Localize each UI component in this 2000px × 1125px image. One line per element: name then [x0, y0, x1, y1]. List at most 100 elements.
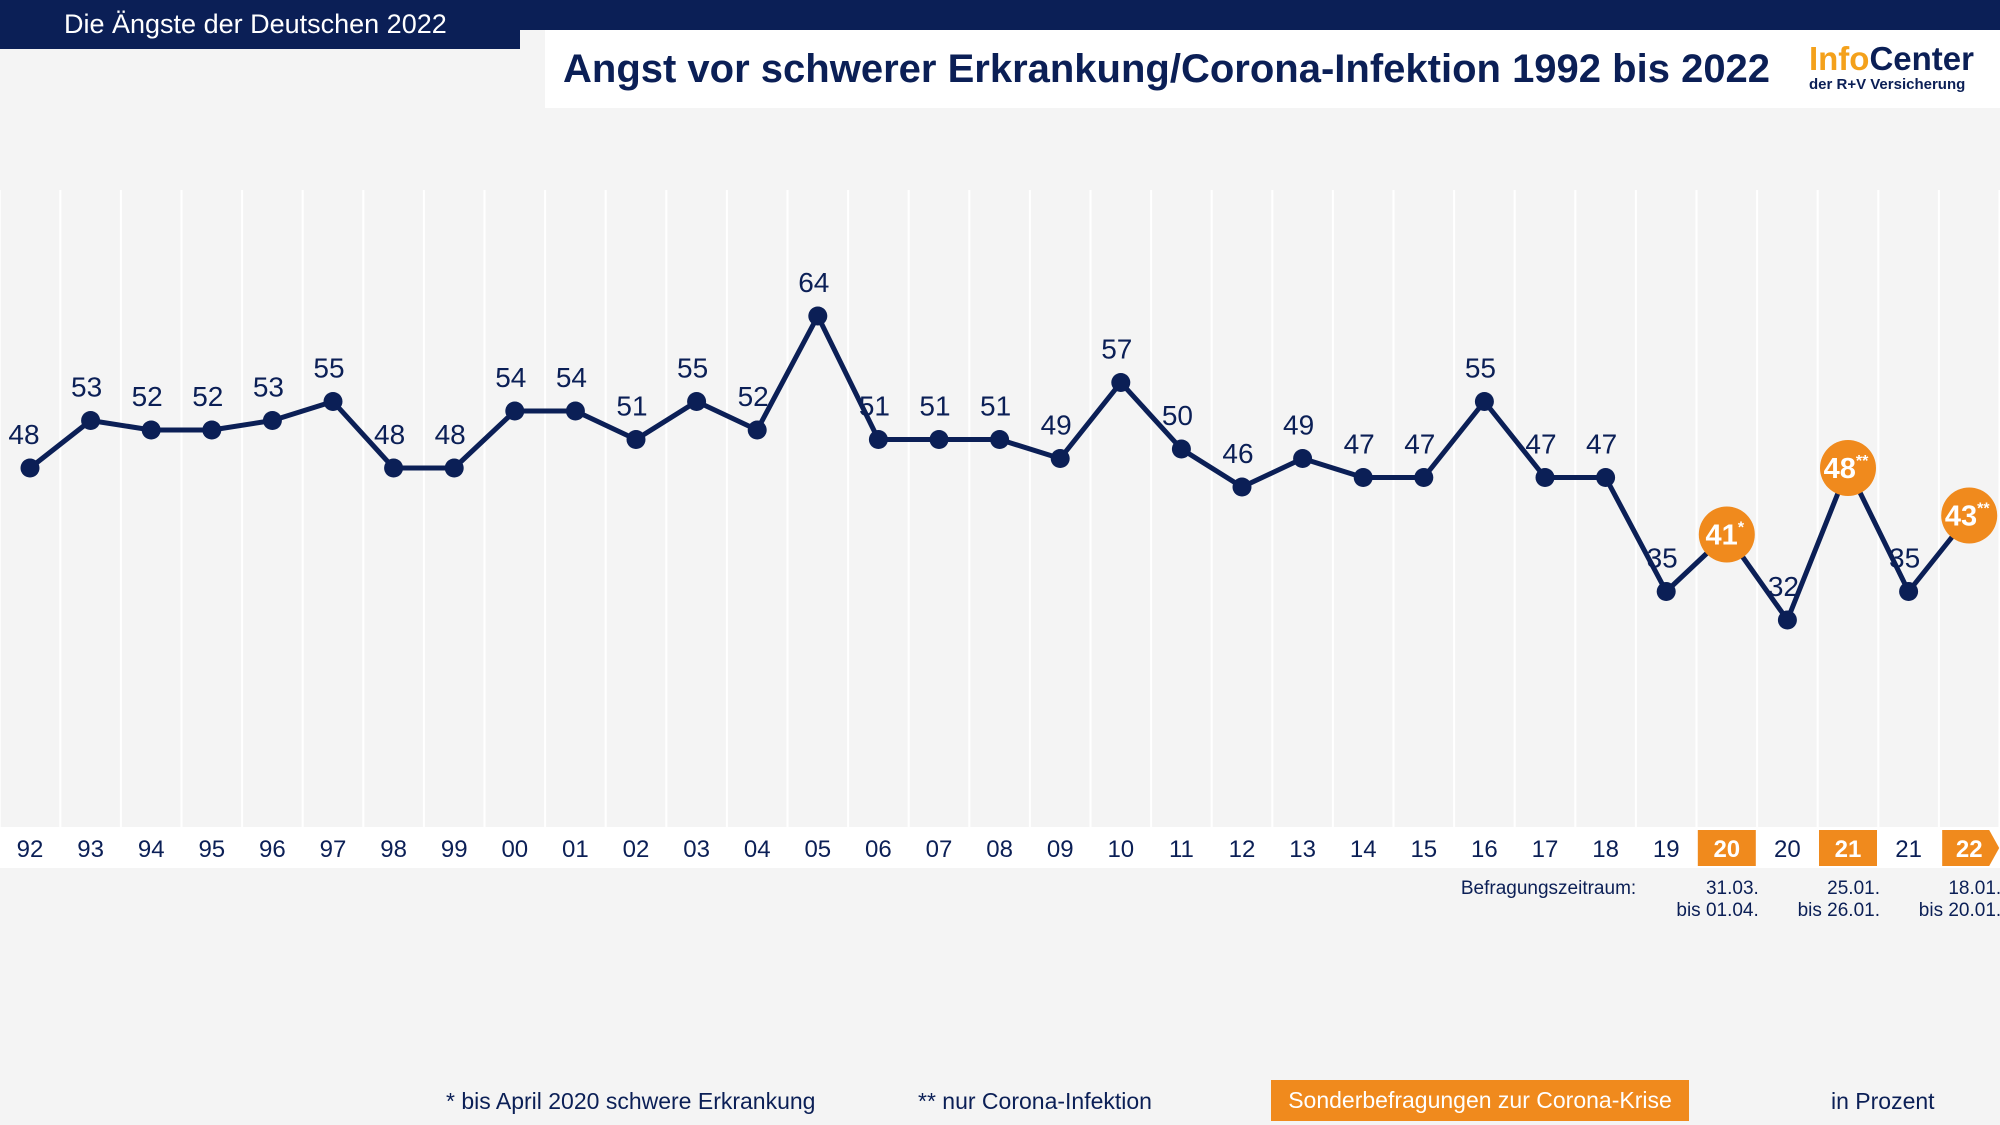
x-tick-label: 21	[1895, 836, 1922, 863]
series-title: Die Ängste der Deutschen 2022	[0, 0, 520, 49]
data-label: 35	[1889, 543, 1920, 574]
data-label: 54	[495, 362, 526, 393]
data-label: 47	[1586, 429, 1617, 460]
x-tick-label: 22	[1956, 836, 1983, 863]
data-label: 55	[1465, 353, 1496, 384]
x-tick-label: 99	[441, 836, 468, 863]
data-point	[1777, 610, 1797, 630]
special-data-point	[1698, 506, 1755, 563]
x-label-highlight	[1819, 830, 1877, 866]
x-tick-label: 20	[1713, 836, 1740, 863]
data-label: 49	[1041, 410, 1072, 441]
data-label: 52	[132, 381, 163, 412]
chart-title: Angst vor schwerer Erkrankung/Corona-Inf…	[563, 47, 1771, 91]
data-label: 53	[71, 372, 102, 403]
data-label: 50	[1162, 400, 1193, 431]
data-label: 55	[313, 353, 344, 384]
x-tick-label: 06	[865, 836, 892, 863]
logo-center: Center	[1869, 40, 1974, 77]
x-tick-label: 03	[683, 836, 710, 863]
x-tick-label: 18	[1592, 836, 1619, 863]
x-tick-label: 21	[1835, 836, 1862, 863]
x-label-highlight	[1697, 830, 1756, 866]
x-tick-label: 14	[1350, 836, 1377, 863]
data-label: 52	[192, 381, 223, 412]
logo-wordmark: InfoCenter	[1809, 42, 1974, 76]
x-tick-label: 11	[1169, 836, 1194, 863]
data-point	[20, 458, 40, 478]
data-label: 51	[980, 391, 1011, 422]
data-point	[1656, 582, 1676, 601]
data-point	[1050, 449, 1070, 468]
data-label: 51	[616, 391, 647, 422]
logo-subtitle: der R+V Versicherung	[1808, 76, 1966, 93]
data-label: 47	[1404, 429, 1435, 460]
data-point	[1474, 392, 1494, 411]
data-label: 47	[1344, 429, 1375, 460]
data-point	[505, 401, 525, 421]
x-tick-label: 01	[562, 836, 589, 863]
x-tick-label: 02	[623, 836, 650, 863]
x-tick-label: 19	[1653, 836, 1680, 863]
data-label-marker: *	[1738, 520, 1745, 537]
data-point	[929, 430, 949, 449]
x-tick-label: 16	[1471, 836, 1498, 863]
x-axis-strip	[0, 827, 2000, 868]
footnote-corona-infection: ** nur Corona-Infektion	[918, 1088, 1152, 1114]
data-label: 53	[253, 372, 284, 403]
data-label-marker: **	[1856, 453, 1869, 470]
x-tick-label: 05	[804, 836, 831, 863]
survey-period-start: 25.01.	[1827, 878, 1880, 899]
data-label: 48	[8, 419, 39, 450]
data-point	[1293, 449, 1313, 468]
x-tick-label: 00	[501, 836, 528, 863]
data-point	[141, 420, 161, 440]
data-label: 64	[798, 267, 829, 298]
data-label-marker: **	[1977, 501, 1990, 518]
data-point	[1414, 468, 1434, 487]
data-point	[1899, 582, 1919, 601]
data-point	[1171, 439, 1191, 459]
survey-period-start: 18.01.	[1948, 878, 2000, 899]
x-tick-label: 92	[17, 836, 44, 863]
survey-period-label: Befragungszeitraum:	[1461, 878, 1636, 899]
data-point	[626, 430, 646, 449]
special-data-point	[1941, 487, 1998, 544]
data-label: 54	[556, 362, 587, 393]
data-point	[262, 411, 282, 430]
special-data-point	[1820, 440, 1876, 496]
x-tick-label: 94	[138, 836, 165, 863]
data-label: 32	[1768, 571, 1799, 602]
special-survey-badge: Sonderbefragungen zur Corona-Krise	[1271, 1080, 1689, 1121]
data-label: 48	[435, 419, 466, 450]
data-label: 35	[1647, 543, 1678, 574]
x-tick-label: 98	[380, 836, 407, 863]
data-label: 48	[374, 419, 405, 450]
data-label: 55	[677, 353, 708, 384]
x-tick-label: 95	[198, 836, 225, 863]
data-point	[384, 458, 404, 478]
x-tick-label: 17	[1532, 836, 1559, 863]
data-point	[990, 430, 1010, 449]
x-tick-label: 13	[1289, 836, 1316, 863]
data-label: 47	[1525, 429, 1556, 460]
data-point	[1353, 468, 1373, 487]
x-tick-label: 09	[1047, 836, 1074, 863]
data-label: 46	[1222, 438, 1253, 469]
data-point	[202, 420, 222, 440]
footnote-severe-illness: * bis April 2020 schwere Erkrankung	[446, 1088, 816, 1114]
x-tick-label: 96	[259, 836, 286, 863]
survey-period-end: bis 26.01.	[1798, 900, 1880, 921]
data-point	[808, 306, 828, 326]
logo-info: Info	[1808, 40, 1870, 77]
data-point	[1596, 468, 1616, 487]
infocenter-logo: InfoCenter der R+V Versicherung	[1809, 42, 1974, 94]
x-tick-label: 15	[1410, 836, 1437, 863]
data-label: 52	[738, 381, 769, 412]
data-label: 57	[1101, 334, 1132, 365]
data-point	[687, 392, 707, 411]
x-tick-label: 97	[320, 836, 347, 863]
data-label: 49	[1283, 410, 1314, 441]
data-label: 51	[859, 391, 890, 422]
x-tick-label: 10	[1107, 836, 1134, 863]
